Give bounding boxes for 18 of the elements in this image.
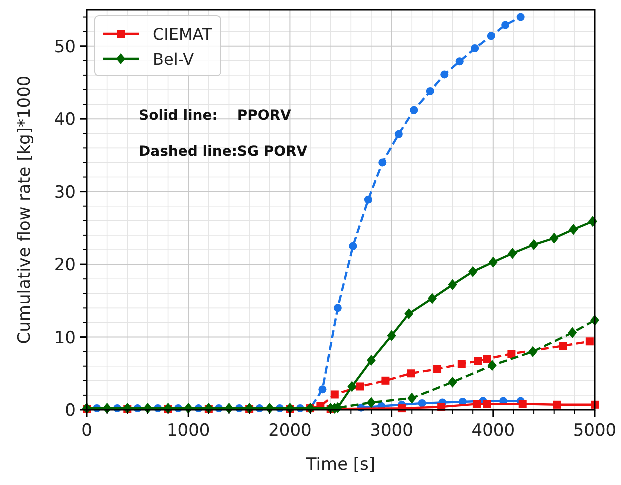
y-tick-label: 30 (54, 182, 76, 203)
y-tick-label: 20 (54, 256, 76, 276)
x-tick-label: 1000 (166, 421, 210, 441)
x-axis-title: Time [s] (305, 455, 376, 475)
y-axis-title: Cumulative flow rate [kg]*1000 (15, 76, 35, 344)
y-tick-label: 10 (54, 328, 76, 348)
annotation: Dashed line:SG PORV (139, 144, 308, 160)
y-tick-label: 0 (65, 401, 76, 421)
x-tick-label: 3000 (370, 421, 414, 441)
x-tick-label: 5000 (573, 421, 617, 441)
legend-label: CIEMAT (153, 25, 213, 44)
annotation: Solid line: PPORV (139, 108, 292, 124)
x-tick-label: 0 (82, 421, 92, 441)
y-tick-label: 50 (54, 37, 76, 58)
x-tick-label: 4000 (472, 421, 516, 441)
x-tick-label: 2000 (268, 421, 312, 441)
legend-label: Bel-V (153, 50, 194, 69)
y-tick-label: 40 (54, 110, 76, 130)
